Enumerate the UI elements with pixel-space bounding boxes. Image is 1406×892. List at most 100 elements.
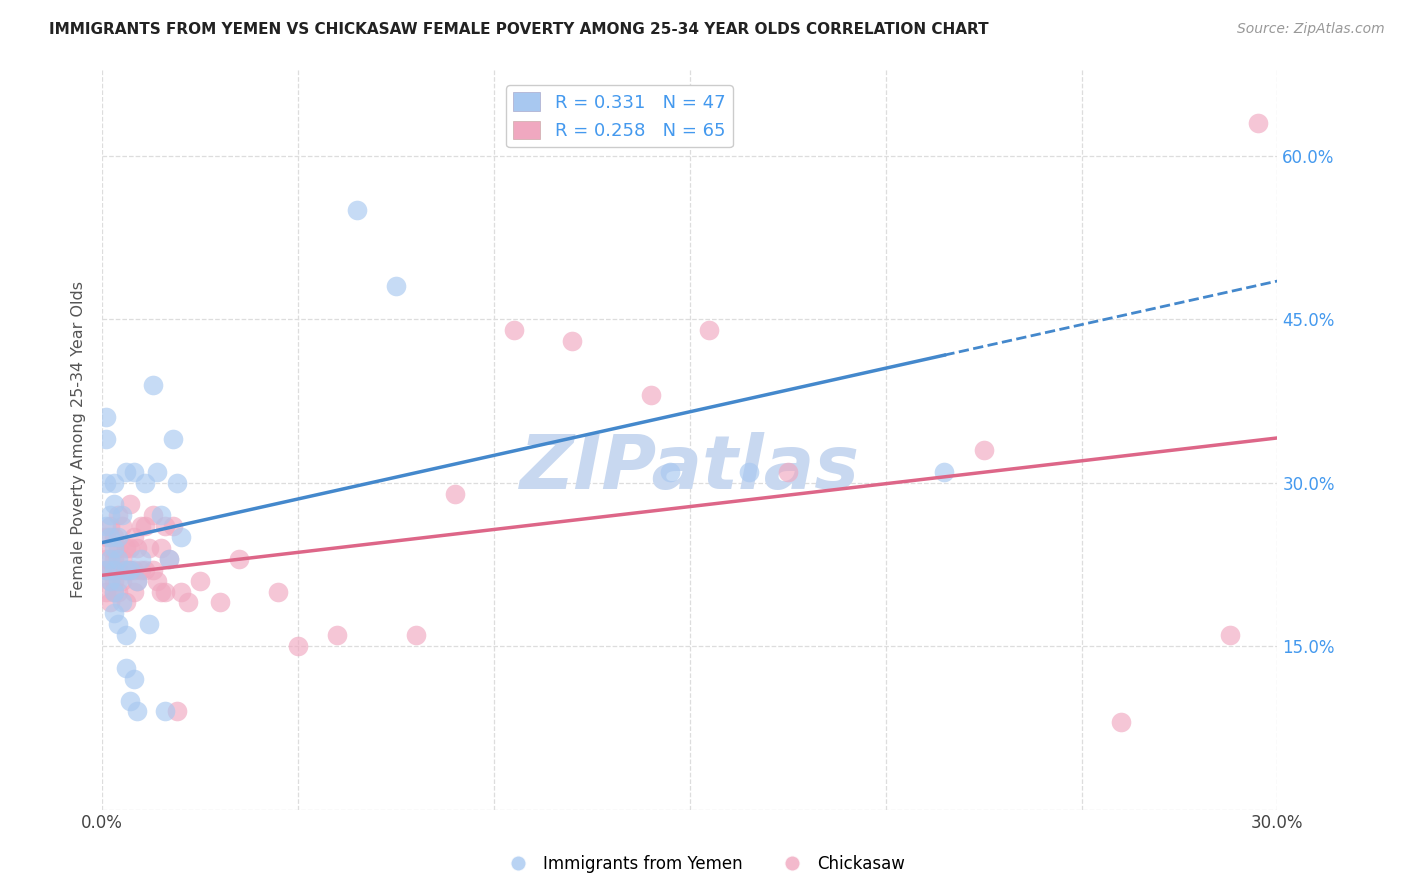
Point bbox=[103, 552, 125, 566]
Point bbox=[103, 475, 125, 490]
Point bbox=[98, 541, 121, 555]
Point bbox=[103, 541, 125, 555]
Point bbox=[1109, 715, 1132, 730]
Point bbox=[114, 563, 136, 577]
Point bbox=[107, 508, 129, 523]
Point bbox=[776, 465, 799, 479]
Point bbox=[142, 563, 165, 577]
Text: IMMIGRANTS FROM YEMEN VS CHICKASAW FEMALE POVERTY AMONG 25-34 YEAR OLDS CORRELAT: IMMIGRANTS FROM YEMEN VS CHICKASAW FEMAL… bbox=[49, 22, 988, 37]
Point bbox=[146, 574, 169, 588]
Point bbox=[98, 508, 121, 523]
Point bbox=[111, 519, 134, 533]
Point bbox=[153, 584, 176, 599]
Point bbox=[98, 574, 121, 588]
Point bbox=[659, 465, 682, 479]
Point bbox=[103, 563, 125, 577]
Point bbox=[107, 584, 129, 599]
Point bbox=[111, 508, 134, 523]
Point bbox=[973, 442, 995, 457]
Point bbox=[131, 552, 153, 566]
Point bbox=[103, 530, 125, 544]
Point bbox=[103, 497, 125, 511]
Point bbox=[166, 475, 188, 490]
Point bbox=[134, 519, 156, 533]
Point bbox=[107, 541, 129, 555]
Point bbox=[138, 541, 160, 555]
Point bbox=[94, 563, 117, 577]
Point bbox=[122, 465, 145, 479]
Point bbox=[169, 584, 191, 599]
Point bbox=[94, 530, 117, 544]
Point bbox=[346, 203, 368, 218]
Point bbox=[122, 672, 145, 686]
Text: ZIPatlas: ZIPatlas bbox=[520, 432, 860, 505]
Point bbox=[111, 595, 134, 609]
Point bbox=[142, 377, 165, 392]
Point bbox=[166, 705, 188, 719]
Point bbox=[107, 574, 129, 588]
Point bbox=[153, 519, 176, 533]
Point bbox=[162, 519, 184, 533]
Point bbox=[118, 541, 141, 555]
Point bbox=[98, 574, 121, 588]
Point bbox=[131, 563, 153, 577]
Point bbox=[1247, 116, 1270, 130]
Point bbox=[149, 508, 172, 523]
Point bbox=[94, 519, 117, 533]
Point bbox=[157, 552, 180, 566]
Point bbox=[122, 584, 145, 599]
Point bbox=[114, 563, 136, 577]
Point bbox=[107, 530, 129, 544]
Point bbox=[287, 639, 309, 653]
Point bbox=[111, 574, 134, 588]
Legend: R = 0.331   N = 47, R = 0.258   N = 65: R = 0.331 N = 47, R = 0.258 N = 65 bbox=[506, 85, 733, 147]
Point bbox=[149, 541, 172, 555]
Point bbox=[326, 628, 349, 642]
Point bbox=[127, 705, 149, 719]
Point bbox=[934, 465, 956, 479]
Point bbox=[114, 628, 136, 642]
Point bbox=[405, 628, 427, 642]
Point bbox=[107, 617, 129, 632]
Point bbox=[98, 519, 121, 533]
Point bbox=[149, 584, 172, 599]
Point bbox=[177, 595, 200, 609]
Point bbox=[94, 432, 117, 446]
Point bbox=[134, 563, 156, 577]
Point bbox=[103, 584, 125, 599]
Point bbox=[118, 563, 141, 577]
Point bbox=[153, 705, 176, 719]
Point bbox=[94, 584, 117, 599]
Y-axis label: Female Poverty Among 25-34 Year Olds: Female Poverty Among 25-34 Year Olds bbox=[72, 280, 86, 598]
Point bbox=[114, 465, 136, 479]
Point bbox=[122, 563, 145, 577]
Point bbox=[737, 465, 759, 479]
Point bbox=[98, 530, 121, 544]
Point bbox=[127, 541, 149, 555]
Point bbox=[107, 563, 129, 577]
Point bbox=[122, 530, 145, 544]
Point bbox=[1219, 628, 1241, 642]
Point bbox=[142, 508, 165, 523]
Point bbox=[118, 563, 141, 577]
Point bbox=[127, 574, 149, 588]
Point bbox=[98, 563, 121, 577]
Point bbox=[118, 693, 141, 707]
Point bbox=[98, 552, 121, 566]
Legend: Immigrants from Yemen, Chickasaw: Immigrants from Yemen, Chickasaw bbox=[495, 848, 911, 880]
Point bbox=[146, 465, 169, 479]
Point bbox=[103, 584, 125, 599]
Point bbox=[94, 563, 117, 577]
Point bbox=[114, 541, 136, 555]
Point bbox=[114, 595, 136, 609]
Point bbox=[188, 574, 211, 588]
Point bbox=[111, 552, 134, 566]
Point bbox=[208, 595, 231, 609]
Point bbox=[94, 410, 117, 425]
Point bbox=[98, 595, 121, 609]
Point bbox=[699, 323, 721, 337]
Point bbox=[162, 432, 184, 446]
Point bbox=[107, 552, 129, 566]
Text: Source: ZipAtlas.com: Source: ZipAtlas.com bbox=[1237, 22, 1385, 37]
Point bbox=[131, 519, 153, 533]
